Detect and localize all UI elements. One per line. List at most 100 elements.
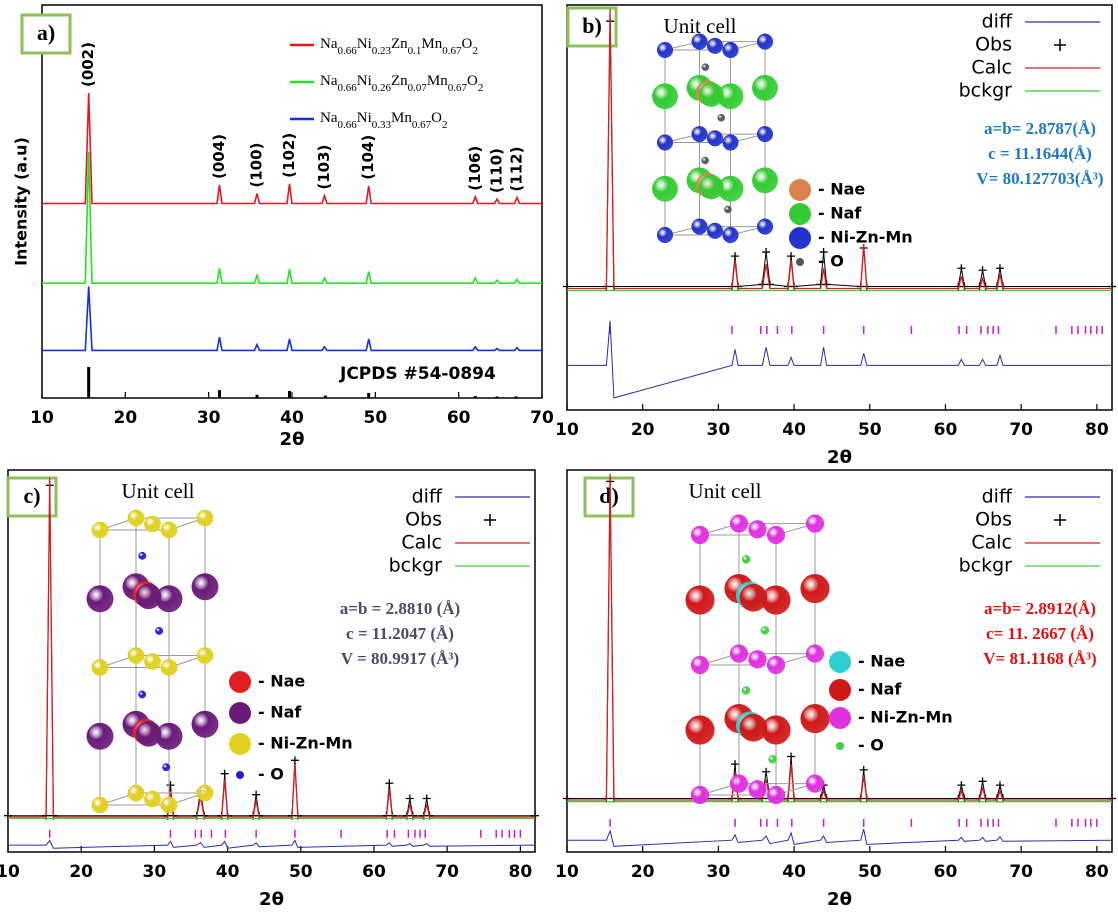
obs-marker xyxy=(957,781,966,790)
x-axis-label: 2θ xyxy=(827,889,852,910)
x-tick-label: 10 xyxy=(30,408,54,428)
obs-marker xyxy=(405,794,414,803)
atom xyxy=(144,515,161,533)
x-tick-label: 80 xyxy=(1085,862,1109,882)
x-tick-label: 50 xyxy=(858,420,882,440)
atom-swatch xyxy=(229,671,251,693)
atom xyxy=(160,796,178,814)
plot-frame xyxy=(7,469,536,853)
atom xyxy=(756,33,774,50)
legend-label: Obs xyxy=(975,34,1012,56)
atom-label: - Nae xyxy=(858,652,905,671)
atom xyxy=(800,574,830,604)
x-tick-label: 60 xyxy=(362,862,386,882)
pattern-line xyxy=(42,286,542,352)
atom xyxy=(739,583,768,612)
obs-marker xyxy=(731,252,740,261)
legend-label: Calc xyxy=(971,532,1012,554)
obs-marker xyxy=(995,264,1004,273)
atom-label: - Ni-Zn-Mn xyxy=(258,734,353,753)
atom xyxy=(722,134,739,151)
panel-label: c) xyxy=(23,483,40,508)
lattice-parameter: c= 11. 2667 (Å) xyxy=(986,624,1094,643)
obs-marker xyxy=(978,266,987,275)
legend-label: bckgr xyxy=(959,80,1013,102)
peak-label: (112) xyxy=(508,147,526,192)
atom xyxy=(691,126,708,143)
legend-label: bckgr xyxy=(389,555,443,577)
legend-label: diff xyxy=(412,486,443,508)
x-tick-label: 50 xyxy=(363,408,387,428)
atom xyxy=(685,715,715,745)
x-tick-label: 60 xyxy=(447,408,471,428)
x-tick-label: 10 xyxy=(555,420,579,440)
atom-swatch xyxy=(829,651,851,673)
obs-marker xyxy=(422,794,431,803)
lattice-parameter: V= 80.127703(Å³) xyxy=(976,169,1103,188)
atom xyxy=(729,644,749,663)
atom xyxy=(701,63,710,71)
unit-cell xyxy=(652,33,778,244)
atom xyxy=(722,41,739,59)
atom xyxy=(91,521,109,539)
x-tick-label: 70 xyxy=(435,862,459,882)
atom xyxy=(656,226,674,244)
x-tick-label: 50 xyxy=(858,862,882,882)
atom xyxy=(739,713,768,742)
atom xyxy=(768,754,777,764)
atom-label: - Ni-Zn-Mn xyxy=(858,708,953,727)
atom-swatch xyxy=(829,679,851,701)
atom-swatch xyxy=(796,258,804,266)
x-tick-label: 40 xyxy=(216,862,240,882)
atom xyxy=(691,218,708,235)
x-tick-label: 40 xyxy=(782,862,806,882)
lattice-parameter: a=b = 2.8810 (Å) xyxy=(340,599,460,618)
legend-label: diff xyxy=(982,486,1013,508)
obs-marker xyxy=(819,248,828,257)
lattice-parameter: c = 11.1644(Å) xyxy=(988,144,1092,163)
atom xyxy=(138,690,147,699)
atom xyxy=(144,653,161,670)
atom-swatch xyxy=(236,771,244,779)
x-tick-label: 60 xyxy=(934,862,958,882)
atom-label: - Naf xyxy=(858,680,902,699)
panel-label: b) xyxy=(582,13,602,38)
x-tick-label: 80 xyxy=(509,862,533,882)
atom xyxy=(800,704,830,734)
atom xyxy=(766,785,786,805)
atom xyxy=(86,722,114,750)
atom xyxy=(805,774,825,793)
x-tick-label: 30 xyxy=(143,862,167,882)
x-tick-label: 30 xyxy=(197,408,221,428)
atom xyxy=(752,74,778,101)
obs-marker xyxy=(787,752,796,761)
atom xyxy=(690,525,710,545)
peak-label: (102) xyxy=(280,133,298,178)
atom xyxy=(160,521,178,539)
panel-label-box xyxy=(20,13,72,55)
atom-label: - Naf xyxy=(818,204,862,223)
fit-line xyxy=(567,828,1113,847)
atom xyxy=(706,130,724,147)
atom xyxy=(690,655,710,675)
atom xyxy=(729,774,749,793)
atom xyxy=(196,509,214,527)
obs-marker xyxy=(978,777,987,786)
atom xyxy=(760,626,770,635)
atom-swatch xyxy=(789,227,811,249)
obs-marker xyxy=(290,756,299,765)
atom xyxy=(690,785,710,805)
atom xyxy=(766,525,786,545)
atom xyxy=(685,585,715,615)
atom xyxy=(748,520,767,539)
panel-label-box xyxy=(566,6,618,48)
x-tick-label: 80 xyxy=(1085,420,1109,440)
peak-label: (106) xyxy=(466,146,484,191)
lattice-parameter: c = 11.2047 (Å) xyxy=(346,624,454,643)
legend-label: bckgr xyxy=(959,555,1013,577)
panel-label: d) xyxy=(599,483,619,508)
peak-label: (110) xyxy=(488,148,506,193)
atom-swatch xyxy=(789,203,811,225)
atom-label: - Ni-Zn-Mn xyxy=(818,228,913,247)
legend-label: diff xyxy=(982,11,1013,33)
